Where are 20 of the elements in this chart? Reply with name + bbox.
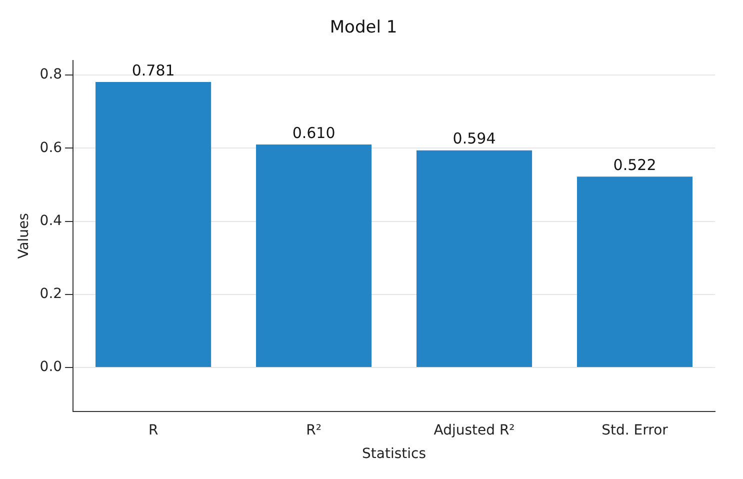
chart-title: Model 1 <box>330 18 398 38</box>
y-tick-label: 0.4 <box>40 212 62 229</box>
bar <box>576 176 693 368</box>
data-label: 0.610 <box>292 124 336 142</box>
data-label: 0.522 <box>613 156 656 174</box>
y-tick-label: 0.6 <box>40 140 62 156</box>
y-tick-label: 0.8 <box>40 66 62 83</box>
data-label: 0.594 <box>452 130 496 148</box>
x-axis-title: Statistics <box>362 446 426 462</box>
y-tick-label: 0.0 <box>40 359 62 376</box>
bar <box>96 82 212 368</box>
x-tick-label: Std. Error <box>602 422 668 438</box>
y-tick-label: 0.2 <box>40 286 62 302</box>
bar <box>416 150 532 368</box>
x-tick-label: R <box>148 422 158 438</box>
x-tick-label: R² <box>306 422 322 438</box>
bar <box>256 144 372 368</box>
x-tick-label: Adjusted R² <box>434 422 515 438</box>
data-label: 0.781 <box>132 61 175 80</box>
y-axis-title: Values <box>16 213 32 259</box>
